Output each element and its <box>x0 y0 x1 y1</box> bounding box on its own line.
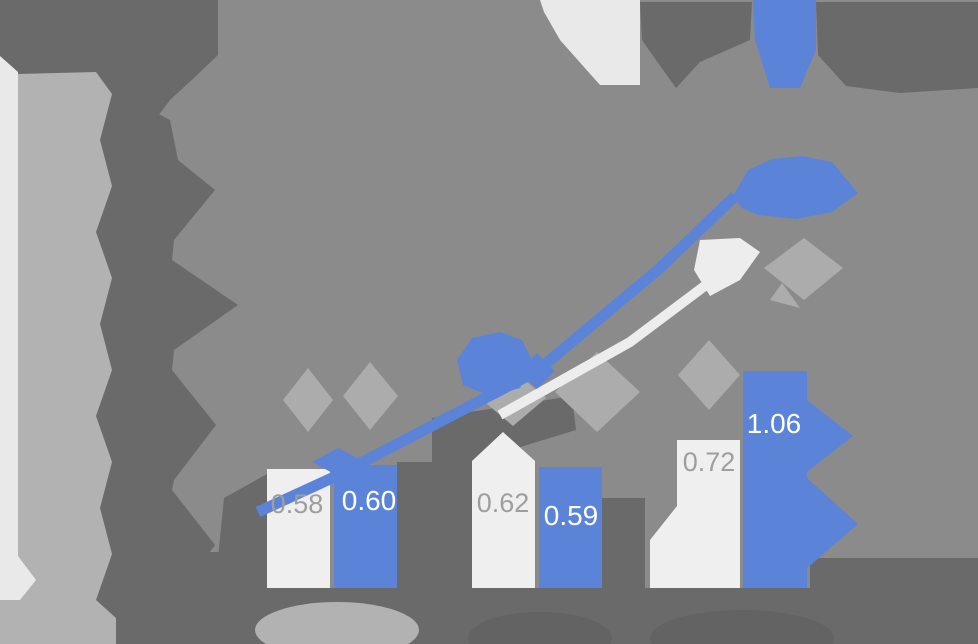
bar-value-blue-3: 1.06 <box>747 408 802 439</box>
x-label-1-blob <box>255 602 419 644</box>
y-axis-title-blob <box>0 72 116 644</box>
left-margin-blob <box>0 56 36 600</box>
x-label-2-blob <box>468 612 612 644</box>
blue-line-label-blob-g2 <box>457 332 533 396</box>
bar-value-blue-2: 0.59 <box>544 500 599 531</box>
white-line-label-blob <box>764 238 843 300</box>
legend-label-1-blob <box>640 2 752 88</box>
bar-blue-3-side-blob-a <box>807 400 853 472</box>
bar-white-2-top-blob <box>472 432 535 461</box>
bar-value-blue-1: 0.60 <box>342 485 397 516</box>
white-trend-line-end-blob <box>694 238 760 296</box>
bar-value-white-1: 0.58 <box>271 489 324 519</box>
bar-blue-1 <box>334 465 397 588</box>
legend-swatch-white-blob <box>540 0 640 85</box>
bar-blue-3 <box>743 371 807 588</box>
dark-pocket-g1 <box>215 474 267 588</box>
bar-value-white-2: 0.62 <box>477 488 530 518</box>
y-axis-ticks-blob <box>112 90 238 644</box>
bar-blue-3-side-blob-b <box>807 478 858 568</box>
bar-blue-2 <box>539 467 602 588</box>
x-label-3-blob <box>650 610 834 644</box>
legend-swatch-blue-blob <box>753 0 816 88</box>
dark-pocket-gap1 <box>397 462 472 588</box>
bar-value-white-3: 0.72 <box>683 447 736 477</box>
annotation-blob-g1b <box>343 362 398 430</box>
bar-blue-1-top-blob <box>312 448 365 476</box>
bar-white-3 <box>650 440 740 588</box>
annotation-blob-g1a <box>283 368 333 432</box>
white-line-label-tail-blob <box>770 283 800 308</box>
blue-line-label-blob-g3 <box>733 156 858 219</box>
legend-label-2-blob <box>816 2 978 93</box>
annotation-blob-g3 <box>678 340 740 410</box>
dark-pocket-gap2 <box>602 498 645 588</box>
bar-white-2 <box>472 461 535 588</box>
